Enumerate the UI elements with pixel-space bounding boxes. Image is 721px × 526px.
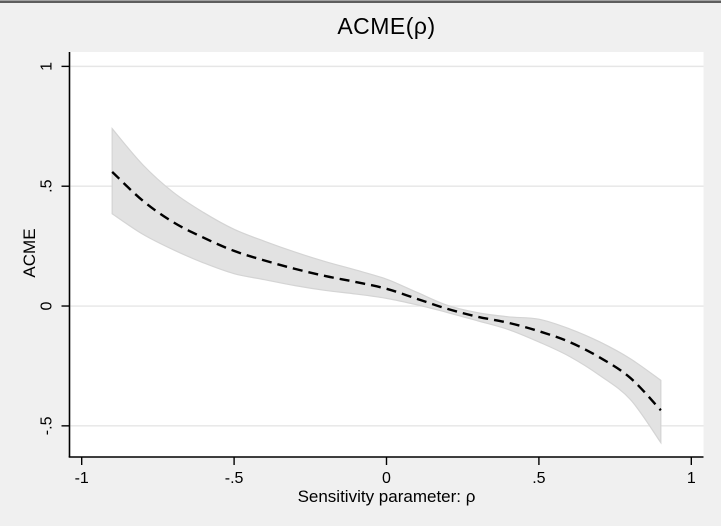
x-axis-title: Sensitivity parameter: ρ xyxy=(297,487,476,506)
chart-title: ACME(ρ) xyxy=(337,13,436,39)
plot-area-background xyxy=(69,52,704,457)
y-tick-label: 0 xyxy=(39,301,56,310)
y-axis-title: ACME xyxy=(20,228,39,278)
window-top-border xyxy=(0,0,721,3)
x-tick-label: .5 xyxy=(532,470,545,487)
acme-estimate-line xyxy=(111,170,662,412)
y-tick-label: .5 xyxy=(39,179,56,192)
y-tick-label: -.5 xyxy=(39,416,56,435)
x-tick-label: -1 xyxy=(75,470,89,487)
confidence-band xyxy=(111,127,662,445)
y-tick-label: 1 xyxy=(39,62,56,71)
x-tick-label: 0 xyxy=(382,470,391,487)
x-tick-label: 1 xyxy=(687,470,696,487)
x-tick-label: -.5 xyxy=(225,470,244,487)
